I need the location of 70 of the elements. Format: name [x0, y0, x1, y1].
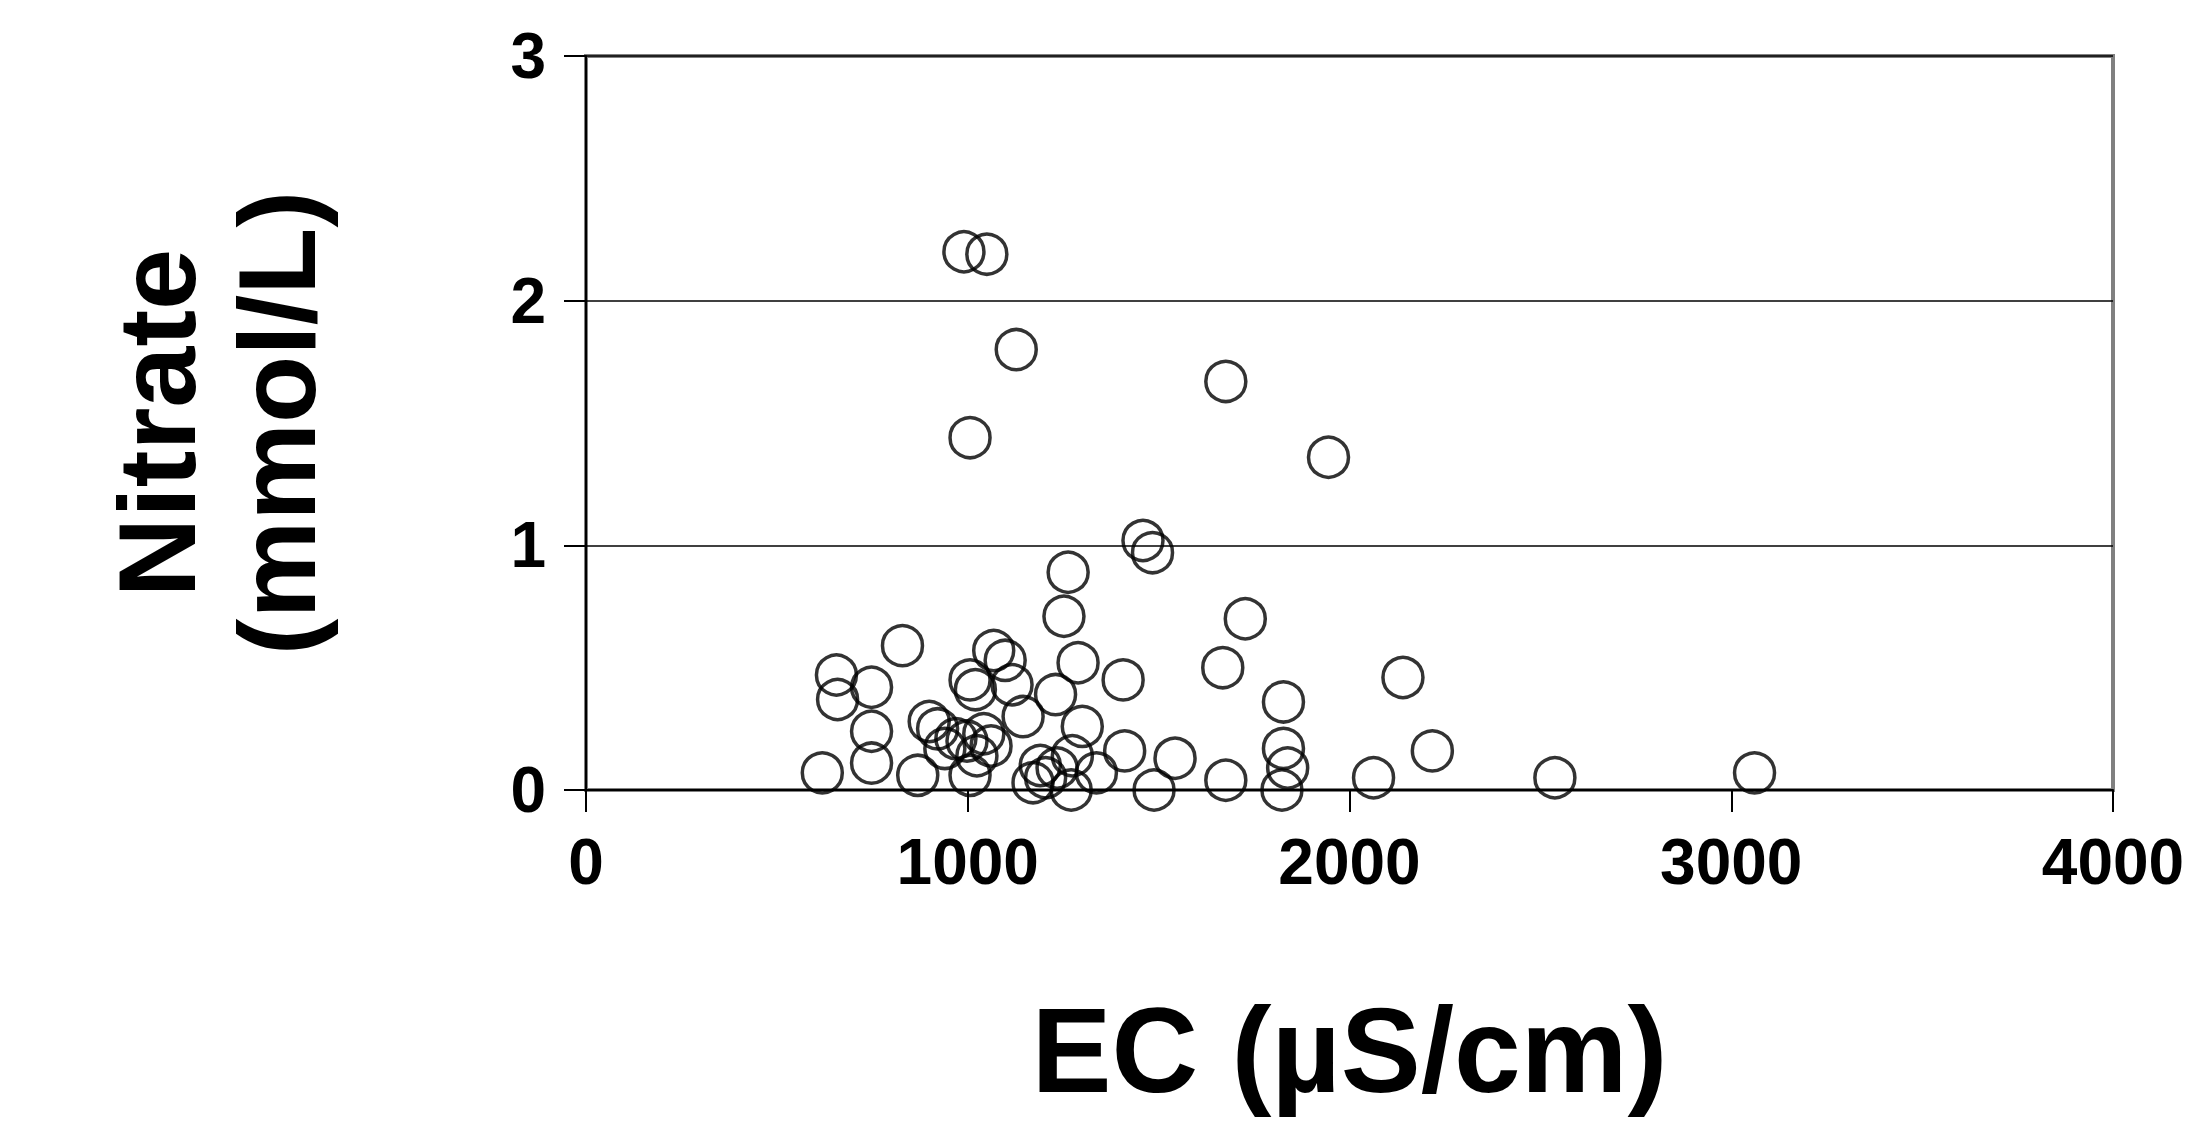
point — [962, 711, 1006, 756]
point — [972, 628, 1016, 673]
point — [1265, 746, 1310, 790]
point — [1049, 768, 1093, 812]
point — [1101, 658, 1145, 702]
point — [814, 653, 859, 697]
point — [990, 663, 1034, 707]
point — [800, 751, 845, 795]
point — [969, 724, 1013, 768]
point — [1035, 746, 1079, 790]
point — [1023, 756, 1068, 800]
point — [896, 753, 940, 798]
y-tick-label: 2 — [510, 264, 546, 337]
point — [948, 658, 992, 702]
x-tick-label: 2000 — [1278, 826, 1421, 898]
point — [1261, 726, 1306, 771]
point — [880, 623, 925, 668]
point — [1153, 736, 1197, 780]
point — [923, 726, 967, 771]
point — [1042, 594, 1086, 639]
point — [1011, 760, 1055, 805]
y-axis-title: Nitrate (mmol/L) — [94, 190, 338, 656]
x-tick-label: 4000 — [2041, 826, 2185, 898]
point — [1381, 655, 1425, 700]
point — [1001, 694, 1045, 739]
point — [1033, 672, 1078, 717]
point — [955, 734, 999, 778]
point — [1018, 743, 1063, 788]
x-tick-label: 0 — [568, 826, 604, 898]
point — [1223, 596, 1268, 641]
point — [1351, 756, 1396, 800]
point — [942, 229, 986, 274]
point — [1533, 756, 1577, 800]
point — [948, 415, 992, 460]
point — [1132, 768, 1176, 812]
point — [1130, 530, 1175, 575]
point — [1050, 734, 1095, 778]
point — [948, 753, 992, 798]
point — [1201, 645, 1245, 690]
point — [983, 638, 1027, 683]
point — [1074, 751, 1119, 795]
point — [1204, 758, 1248, 802]
point — [1261, 680, 1306, 724]
point — [994, 327, 1038, 372]
point — [849, 665, 894, 709]
point — [849, 741, 894, 785]
point — [907, 699, 951, 744]
point — [1204, 359, 1248, 404]
x-tick-label: 1000 — [896, 826, 1039, 898]
y-tick-label: 0 — [510, 754, 546, 826]
point — [965, 232, 1009, 276]
point — [1410, 729, 1455, 773]
y-tick-label: 1 — [510, 509, 546, 582]
point — [1732, 751, 1777, 795]
point — [815, 677, 860, 722]
point — [1046, 550, 1090, 594]
x-tick-label: 3000 — [1660, 826, 1803, 898]
point — [1306, 435, 1351, 479]
point — [953, 667, 998, 712]
x-axis-title: EC (µS/cm) — [1031, 983, 1668, 1117]
point — [849, 709, 894, 754]
point — [1260, 768, 1304, 812]
point — [934, 716, 978, 761]
point — [945, 719, 989, 763]
point — [1121, 518, 1165, 563]
point — [1102, 729, 1147, 773]
point — [1056, 641, 1100, 685]
y-tick-label: 3 — [510, 20, 546, 92]
point — [915, 707, 960, 751]
point — [1060, 704, 1105, 749]
